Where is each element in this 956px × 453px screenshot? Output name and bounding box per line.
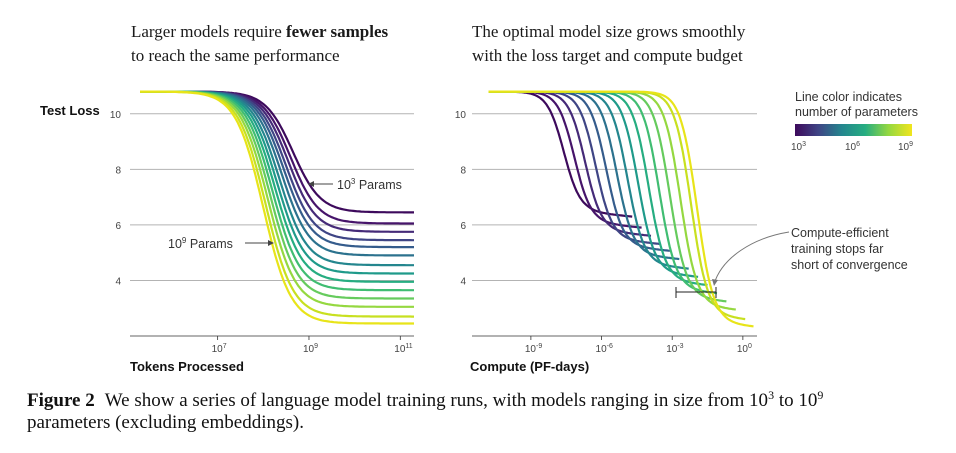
annotation-convergence-line3: short of convergence xyxy=(791,258,908,272)
right-panel-title-line2: with the loss target and compute budget xyxy=(472,46,743,65)
right-series-line xyxy=(488,90,736,311)
left-series-lines xyxy=(140,90,414,325)
caption-label: Figure 2 xyxy=(27,390,95,411)
left-y-tick-4: 4 xyxy=(115,276,121,287)
annotation-arrowhead-1e3 xyxy=(308,181,314,187)
colorbar-tick-1e3: 103 xyxy=(791,141,806,153)
right-x-axis-label: Compute (PF-days) xyxy=(470,359,589,374)
left-panel-title-line1: Larger models require fewer samples xyxy=(131,22,389,41)
right-y-tick-10: 10 xyxy=(455,110,467,121)
colorbar-title-line2: number of parameters xyxy=(795,105,918,119)
left-panel-title-line2: to reach the same performance xyxy=(131,46,340,65)
right-x-tick-10e-3: 10-3 xyxy=(666,343,683,355)
colorbar-tick-1e6: 106 xyxy=(845,141,860,153)
right-gridlines xyxy=(472,113,757,281)
annotation-convergence-line1: Compute-efficient xyxy=(791,226,889,240)
right-x-tick-10e-6: 10-6 xyxy=(596,343,613,355)
left-y-axis-label: Test Loss xyxy=(40,103,100,118)
left-y-tick-8: 8 xyxy=(115,165,121,176)
right-y-tick-4: 4 xyxy=(460,276,466,287)
caption-text-mid: to 10 xyxy=(774,390,818,411)
caption-text-post: parameters (excluding embeddings). xyxy=(27,412,304,433)
right-y-tick-6: 6 xyxy=(460,221,466,232)
right-series-line xyxy=(488,90,754,328)
left-y-tick-labels: 10 8 6 4 xyxy=(110,110,122,288)
right-x-tick-10e0: 100 xyxy=(737,343,752,355)
right-panel-title-line1: The optimal model size grows smoothly xyxy=(472,22,746,41)
right-y-tick-labels: 10 8 6 4 xyxy=(455,110,467,288)
caption-exp2: 9 xyxy=(817,388,824,402)
right-series-line xyxy=(488,90,680,261)
annotation-arrowhead-1e9 xyxy=(268,240,274,246)
left-series-line xyxy=(140,90,414,325)
caption-text-pre: We show a series of language model train… xyxy=(104,390,769,411)
annotation-convergence-line2: training stops far xyxy=(791,242,883,256)
annotation-arrowhead-convergence xyxy=(712,279,718,286)
left-x-tick-10e7: 107 xyxy=(212,343,227,355)
colorbar-title-line1: Line color indicates xyxy=(795,90,902,104)
caption-exp1: 3 xyxy=(768,388,775,402)
left-x-axis-label: Tokens Processed xyxy=(130,359,244,374)
right-series-lines xyxy=(488,90,754,328)
left-series-line xyxy=(140,90,414,308)
right-x-tick-10e-9: 10-9 xyxy=(525,343,542,355)
left-x-tick-10e9: 109 xyxy=(303,343,318,355)
annotation-1e3-params: 103 Params xyxy=(337,177,402,192)
left-y-tick-6: 6 xyxy=(115,221,121,232)
annotation-1e9-params: 109 Params xyxy=(168,236,233,251)
left-x-tick-10e11: 1011 xyxy=(394,343,412,355)
left-x-tick-labels: 107 109 1011 xyxy=(212,336,413,355)
right-x-tick-labels: 10-9 10-6 10-3 100 xyxy=(525,336,752,355)
figure-caption: Figure 2 We show a series of language mod… xyxy=(27,388,932,434)
colorbar xyxy=(795,124,912,136)
left-y-tick-10: 10 xyxy=(110,110,122,121)
annotation-arrow-convergence xyxy=(713,231,790,285)
colorbar-tick-1e9: 109 xyxy=(898,141,913,153)
right-y-tick-8: 8 xyxy=(460,165,466,176)
